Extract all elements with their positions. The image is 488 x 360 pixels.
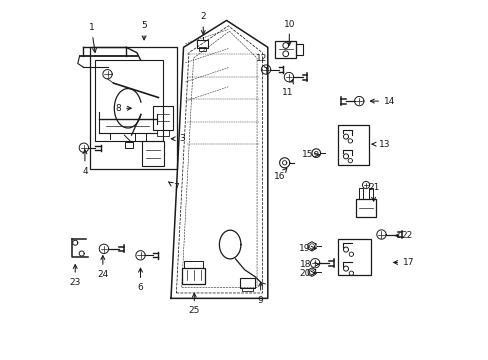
Text: 12: 12 [256,54,267,69]
Text: 19: 19 [298,244,315,253]
Bar [156,130,169,136]
Text: 21: 21 [367,183,379,201]
Text: 8: 8 [115,104,131,113]
Text: 22: 22 [394,231,411,240]
Text: 24: 24 [97,256,108,279]
Text: 2: 2 [200,12,205,35]
Text: 4: 4 [82,150,87,176]
Text: 13: 13 [371,140,389,149]
Text: 14: 14 [369,96,395,105]
Bar [274,41,296,58]
Bar [182,268,204,284]
Bar [183,261,203,268]
Text: 11: 11 [281,80,293,96]
Text: 23: 23 [69,265,81,287]
Text: 6: 6 [137,268,143,292]
Text: 17: 17 [393,258,414,267]
Text: 18: 18 [300,260,318,269]
Bar [355,199,376,217]
Bar [125,142,133,148]
Bar [296,44,303,55]
Bar [89,47,177,169]
Text: 16: 16 [273,168,286,181]
Bar [338,126,368,165]
Text: 10: 10 [283,19,294,45]
Text: 9: 9 [257,283,263,305]
Bar [241,288,253,291]
Text: 3: 3 [171,134,184,143]
Bar [338,239,370,275]
Bar [359,188,362,199]
Text: 7: 7 [168,182,179,192]
Bar [142,140,163,166]
Text: 1: 1 [88,23,96,53]
Text: 15: 15 [301,150,319,159]
Bar [240,278,254,288]
Text: 20: 20 [299,269,315,278]
Bar [368,188,372,199]
Text: 5: 5 [141,21,147,40]
Bar [198,47,206,51]
Text: 25: 25 [188,293,200,315]
Bar [197,40,207,48]
Bar [94,60,163,140]
Bar [153,107,172,130]
